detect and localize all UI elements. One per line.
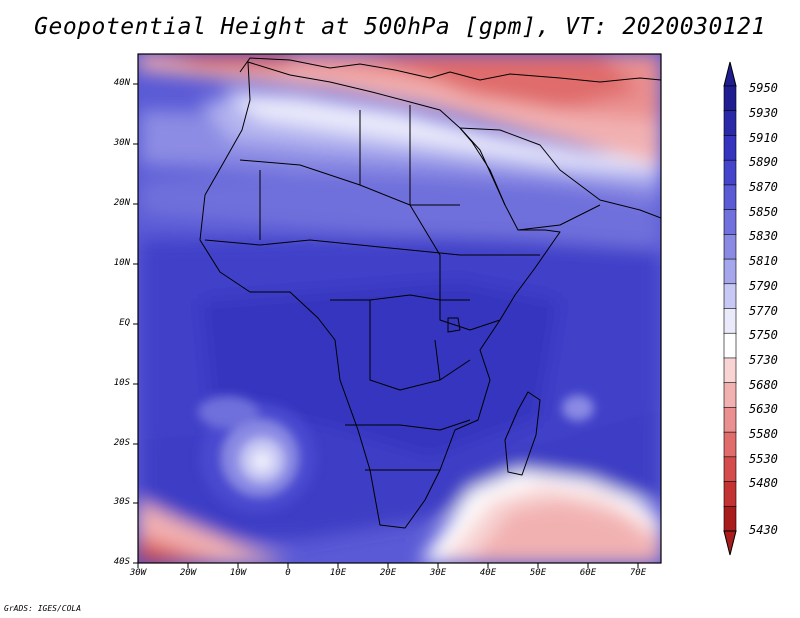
border-sudan bbox=[409, 204, 441, 256]
colorbar-label: 5870 bbox=[749, 180, 778, 194]
coastlines bbox=[199, 57, 661, 529]
lat-label-40s: 40S bbox=[113, 557, 130, 567]
colorbar-swatch bbox=[723, 481, 737, 508]
border-east bbox=[439, 255, 501, 331]
colorbar bbox=[723, 61, 737, 556]
colorbar-swatch bbox=[723, 407, 737, 433]
lon-label-60e: 60E bbox=[579, 568, 597, 578]
colorbar-label: 5930 bbox=[749, 106, 778, 120]
colorbar-swatch bbox=[723, 184, 737, 211]
colorbar-label: 5580 bbox=[749, 427, 778, 441]
madagascar-coastline bbox=[504, 391, 541, 476]
colorbar-swatch bbox=[723, 110, 737, 137]
red-sea bbox=[459, 127, 506, 206]
lat-label-10n: 10N bbox=[113, 258, 130, 268]
colorbar-label: 5730 bbox=[749, 353, 778, 367]
lon-label-30w: 30W bbox=[129, 568, 147, 578]
lat-label-30s: 30S bbox=[113, 497, 130, 507]
colorbar-swatch bbox=[723, 456, 737, 483]
colorbar-swatch bbox=[723, 283, 737, 310]
axis-ticks bbox=[133, 83, 639, 568]
lake-tanganyika bbox=[434, 339, 441, 381]
colorbar-swatch bbox=[723, 332, 737, 359]
plot-frame bbox=[137, 53, 662, 564]
colorbar-label: 5810 bbox=[749, 254, 778, 268]
lat-label-10s: 10S bbox=[113, 378, 130, 388]
lat-label-20s: 20S bbox=[113, 438, 130, 448]
height-field bbox=[138, 54, 661, 563]
colorbar-label: 5790 bbox=[749, 279, 778, 293]
colorbar-label: 5950 bbox=[749, 81, 778, 95]
lon-label-10e: 10E bbox=[329, 568, 347, 578]
colorbar-label: 5750 bbox=[749, 328, 778, 342]
border-south bbox=[345, 419, 471, 431]
lon-label-0: 0 bbox=[285, 568, 291, 578]
colorbar-label: 5480 bbox=[749, 476, 778, 490]
border-central bbox=[369, 300, 471, 391]
lon-label-20w: 20W bbox=[179, 568, 197, 578]
lon-label-70e: 70E bbox=[629, 568, 647, 578]
colorbar-label: 5530 bbox=[749, 452, 778, 466]
colorbar-label: 5430 bbox=[749, 523, 778, 537]
grads-credit: GrADS: IGES/COLA bbox=[4, 604, 82, 613]
colorbar-label: 5910 bbox=[749, 131, 778, 145]
colorbar-label: 5680 bbox=[749, 378, 778, 392]
colorbar-label: 5890 bbox=[749, 155, 778, 169]
lon-label-50e: 50E bbox=[529, 568, 547, 578]
europe-coastline bbox=[239, 57, 661, 83]
lake-victoria bbox=[447, 317, 461, 333]
colorbar-label: 5830 bbox=[749, 229, 778, 243]
colorbar-swatch bbox=[723, 382, 737, 409]
colorbar-swatch bbox=[723, 505, 737, 532]
colorbar-top-arrow bbox=[723, 61, 737, 87]
border-congo bbox=[330, 294, 470, 301]
colorbar-label: 5770 bbox=[749, 304, 778, 318]
colorbar-label: 5630 bbox=[749, 402, 778, 416]
lat-label-eq: EQ bbox=[119, 318, 130, 328]
colorbar-swatch bbox=[723, 258, 737, 285]
colorbar-swatch bbox=[723, 308, 737, 335]
lon-label-40e: 40E bbox=[479, 568, 497, 578]
lat-label-30n: 30N bbox=[113, 138, 130, 148]
colorbar-swatch bbox=[723, 357, 737, 384]
colorbar-label: 5850 bbox=[749, 205, 778, 219]
colorbar-swatch bbox=[723, 209, 737, 236]
arabia-south bbox=[517, 204, 601, 231]
colorbar-swatch bbox=[723, 85, 737, 112]
lat-label-40n: 40N bbox=[113, 78, 130, 88]
map-title: Geopotential Height at 500hPa [gpm], VT:… bbox=[34, 14, 766, 40]
colorbar-swatch bbox=[723, 234, 737, 260]
lon-label-20e: 20E bbox=[379, 568, 397, 578]
middle-east-coast bbox=[459, 127, 661, 219]
colorbar-swatch bbox=[723, 135, 737, 161]
border-sahel bbox=[204, 239, 505, 256]
colorbar-bottom-arrow bbox=[723, 530, 737, 556]
colorbar-swatch bbox=[723, 159, 737, 186]
lon-label-30e: 30E bbox=[429, 568, 447, 578]
lon-label-10w: 10W bbox=[229, 568, 247, 578]
colorbar-swatch bbox=[723, 431, 737, 458]
lat-label-20n: 20N bbox=[113, 198, 130, 208]
